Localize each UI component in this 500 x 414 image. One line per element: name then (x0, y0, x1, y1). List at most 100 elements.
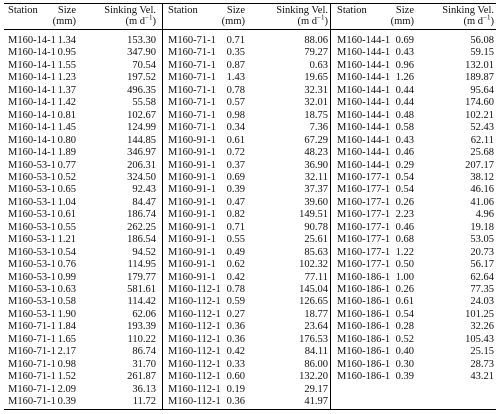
velocity-cell: 18.77 (304, 308, 328, 320)
unit-text: ) (324, 16, 329, 27)
size-cell: 0.78 (226, 84, 245, 96)
size-cell: 0.49 (226, 246, 245, 258)
station-cell: M160-112-1 (168, 396, 221, 408)
size-cell: 0.44 (395, 97, 414, 109)
station-cell: M160-53-1 (8, 209, 56, 221)
size-cell: 0.42 (226, 271, 245, 283)
station-cell: M160-91-1 (168, 147, 216, 159)
velocity-cell: 197.52 (127, 72, 156, 84)
velocity-cell: 79.27 (304, 47, 328, 59)
size-cell: 0.54 (395, 184, 414, 196)
velocity-cell: 174.60 (465, 97, 494, 109)
velocity-cell: 52.43 (470, 122, 494, 134)
size-cell: 0.99 (57, 271, 76, 283)
size-cell: 0.63 (57, 284, 76, 295)
velocity-cell: 86.74 (132, 346, 156, 358)
size-cell: 0.26 (395, 284, 414, 295)
velocity-cell: 95.64 (470, 84, 494, 96)
size-cell: 0.58 (57, 296, 76, 308)
velocity-cell: 149.51 (299, 209, 328, 221)
velocity-cell: 46.16 (470, 184, 494, 196)
velocity-cell: 132.01 (465, 59, 494, 71)
velocity-cell: 39.60 (304, 196, 328, 208)
station-cell: M160-144-1 (337, 134, 391, 146)
size-cell: 1.23 (57, 72, 76, 84)
station-cell: M160-112-1 (168, 296, 221, 308)
station-cell: M160-53-1 (8, 221, 56, 233)
station-cell: M160-112-1 (168, 321, 221, 333)
header-velocity-unit: (m d−1) (463, 14, 495, 28)
station-cell: M160-177-1 (337, 184, 391, 196)
velocity-cell: 88.06 (304, 35, 328, 46)
velocity-cell: 176.53 (299, 333, 328, 345)
header-velocity: Sinking Vel. (276, 5, 328, 16)
station-cell: M160-91-1 (168, 221, 216, 233)
size-cell: 0.35 (226, 47, 245, 59)
station-cell: M160-112-1 (168, 308, 221, 320)
station-cell: M160-53-1 (8, 159, 56, 171)
velocity-cell: 29.17 (304, 383, 328, 395)
header-rule (4, 29, 496, 30)
size-cell: 1.45 (57, 122, 76, 134)
station-cell: M160-144-1 (337, 72, 391, 84)
velocity-cell: 86.00 (304, 358, 328, 370)
size-cell: 0.87 (226, 59, 245, 71)
velocity-cell: 53.05 (470, 234, 494, 246)
size-cell: 1.22 (395, 246, 414, 258)
size-cell: 0.62 (226, 259, 245, 271)
size-cell: 0.39 (395, 371, 414, 383)
station-cell: M160-71-1 (168, 84, 216, 96)
size-cell: 0.55 (226, 234, 245, 246)
station-cell: M160-14-1 (8, 147, 56, 159)
station-cell: M160-112-1 (168, 346, 221, 358)
velocity-cell: 4.96 (475, 209, 494, 221)
size-cell: 0.33 (226, 358, 245, 370)
velocity-cell: 56.08 (470, 35, 494, 46)
size-cell: 0.98 (226, 109, 245, 121)
size-cell: 0.77 (57, 159, 76, 171)
velocity-cell: 48.23 (304, 147, 328, 159)
unit-text: (m d (463, 16, 484, 27)
size-cell: 0.36 (226, 333, 245, 345)
velocity-cell: 11.72 (132, 396, 156, 408)
station-cell: M160-71-1 (168, 47, 216, 59)
velocity-cell: 206.31 (127, 159, 156, 171)
velocity-cell: 581.61 (127, 284, 156, 295)
size-cell: 1.89 (57, 147, 76, 159)
velocity-cell: 19.18 (470, 221, 494, 233)
size-cell: 1.42 (57, 97, 76, 109)
size-cell: 0.52 (57, 171, 76, 183)
station-cell: M160-53-1 (8, 184, 56, 196)
station-cell: M160-177-1 (337, 259, 391, 271)
velocity-cell: 59.15 (470, 47, 494, 59)
size-cell: 0.29 (395, 159, 414, 171)
station-cell: M160-71-1 (168, 35, 216, 46)
velocity-cell: 92.43 (132, 184, 156, 196)
velocity-cell: 84.11 (304, 346, 328, 358)
station-cell: M160-177-1 (337, 196, 391, 208)
size-cell: 0.96 (395, 59, 414, 71)
size-cell: 0.36 (226, 321, 245, 333)
velocity-cell: 19.65 (304, 72, 328, 84)
station-cell: M160-71-1 (8, 346, 56, 358)
station-cell: M160-144-1 (337, 122, 391, 134)
header-size-unit: (mm) (221, 16, 245, 27)
size-cell: 0.39 (57, 396, 76, 408)
station-cell: M160-186-1 (337, 346, 391, 358)
size-cell: 2.09 (57, 383, 76, 395)
station-cell: M160-186-1 (337, 284, 391, 295)
station-cell: M160-91-1 (168, 171, 216, 183)
velocity-cell: 32.31 (304, 84, 328, 96)
velocity-cell: 55.58 (132, 97, 156, 109)
velocity-cell: 32.01 (304, 97, 328, 109)
velocity-cell: 28.73 (470, 358, 494, 370)
velocity-cell: 7.36 (309, 122, 328, 134)
station-cell: M160-71-1 (8, 321, 56, 333)
velocity-cell: 36.13 (132, 383, 156, 395)
station-cell: M160-144-1 (337, 47, 391, 59)
velocity-cell: 262.25 (127, 221, 156, 233)
size-cell: 0.39 (226, 184, 245, 196)
size-cell: 1.43 (226, 72, 245, 84)
station-cell: M160-53-1 (8, 246, 56, 258)
